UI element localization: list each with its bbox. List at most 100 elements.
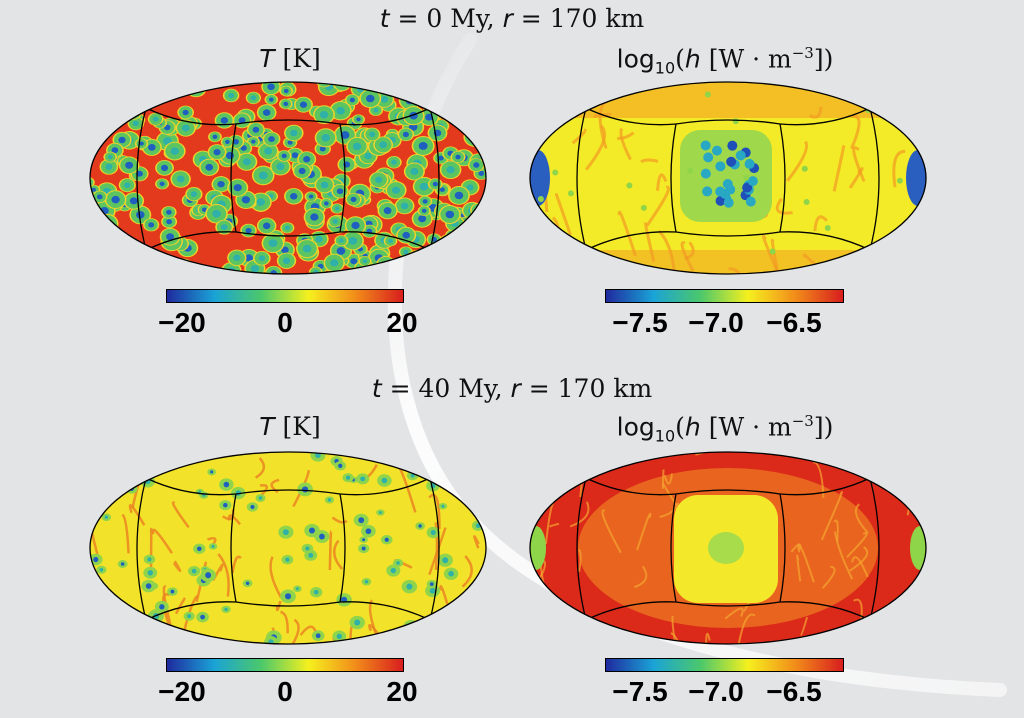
cell-core — [305, 546, 310, 551]
cell — [451, 233, 463, 244]
cell-core — [120, 562, 125, 566]
cell — [131, 92, 143, 103]
cell-core — [364, 580, 369, 584]
cell — [93, 239, 105, 250]
plume-streak — [640, 158, 659, 164]
plume-streak — [645, 185, 671, 227]
cell-core — [381, 477, 388, 484]
cell — [121, 238, 135, 251]
cell-core — [475, 523, 481, 528]
cell-core — [338, 238, 344, 243]
cell-core — [482, 119, 486, 127]
plume-streak — [854, 503, 869, 534]
cell-core — [181, 124, 190, 132]
tick-label: −7.0 — [688, 307, 744, 338]
cell-core — [384, 537, 389, 542]
plume-streak — [659, 502, 679, 518]
cell-ring — [161, 82, 177, 93]
cell-core — [148, 144, 156, 151]
cell — [90, 117, 97, 127]
cell-core — [281, 246, 289, 254]
cell-core — [319, 533, 325, 540]
cell-ring — [430, 245, 453, 264]
tick-label: −7.0 — [688, 676, 744, 707]
cell-core — [321, 133, 330, 142]
cell-ring — [90, 116, 105, 132]
cell-core — [281, 153, 287, 159]
cell — [207, 639, 220, 644]
cell — [445, 251, 460, 265]
cell-core — [258, 496, 263, 500]
cell — [167, 262, 179, 273]
grid-line — [585, 477, 677, 496]
cell-core — [130, 111, 137, 117]
grid-line — [576, 107, 587, 251]
grid-line — [339, 107, 431, 126]
cell-core — [262, 222, 271, 230]
center-spot — [747, 176, 758, 187]
cell-ring — [165, 261, 180, 273]
plume-streak — [849, 546, 869, 572]
cell-core — [290, 192, 298, 200]
cell-core — [412, 255, 422, 264]
plume-streak — [254, 457, 266, 479]
cell — [113, 93, 132, 109]
cell-core — [466, 184, 474, 191]
plume-streak — [461, 605, 482, 644]
cell-ring — [138, 263, 153, 274]
cell-core — [190, 191, 198, 197]
cell-core — [176, 175, 185, 183]
cell-core — [251, 139, 256, 144]
green-spot — [824, 225, 831, 232]
cell — [476, 481, 486, 492]
cell-core — [118, 97, 124, 102]
cell — [449, 82, 469, 93]
plume-streak — [231, 555, 242, 574]
cell-ring — [91, 105, 112, 123]
cell — [162, 82, 175, 92]
cell-core — [469, 233, 477, 241]
cell — [92, 105, 111, 122]
plume-streak — [151, 528, 174, 554]
plume-streak — [601, 509, 622, 554]
grid-line — [235, 119, 341, 125]
cell-core — [233, 184, 242, 192]
cell-core — [287, 140, 293, 145]
cell-core — [233, 254, 241, 262]
tick-label: 20 — [386, 676, 418, 707]
cell — [463, 88, 476, 100]
plume-streak — [636, 512, 652, 551]
cell — [115, 94, 126, 105]
cell-core — [134, 95, 140, 100]
cell — [377, 256, 394, 271]
cell — [149, 89, 163, 102]
grid-line — [429, 107, 440, 251]
plume-streak — [259, 484, 269, 497]
cell-ring — [130, 92, 144, 103]
cell — [415, 461, 432, 476]
cell-core — [421, 208, 427, 213]
cell-core — [242, 158, 251, 166]
cell-core — [362, 538, 366, 542]
cell-core — [105, 227, 113, 235]
plume-streak — [409, 624, 426, 644]
cell-core — [90, 237, 99, 246]
grid-line — [339, 601, 431, 621]
cell-core — [330, 259, 339, 267]
cell-core — [196, 546, 202, 552]
cell-core — [146, 87, 154, 94]
grid-line — [779, 477, 871, 496]
cell-core — [473, 162, 480, 168]
plume-streak — [661, 469, 665, 489]
cell-core — [282, 529, 289, 536]
plume-streak — [469, 465, 485, 494]
cell-core — [117, 99, 123, 104]
cell — [426, 82, 445, 97]
cell-core — [114, 82, 123, 84]
colorbar-temperature-top — [166, 289, 404, 303]
cell-core — [285, 557, 290, 562]
cell-core — [332, 219, 338, 224]
grid-line — [670, 493, 677, 603]
cell-core — [228, 92, 235, 99]
cell-core — [448, 570, 454, 577]
